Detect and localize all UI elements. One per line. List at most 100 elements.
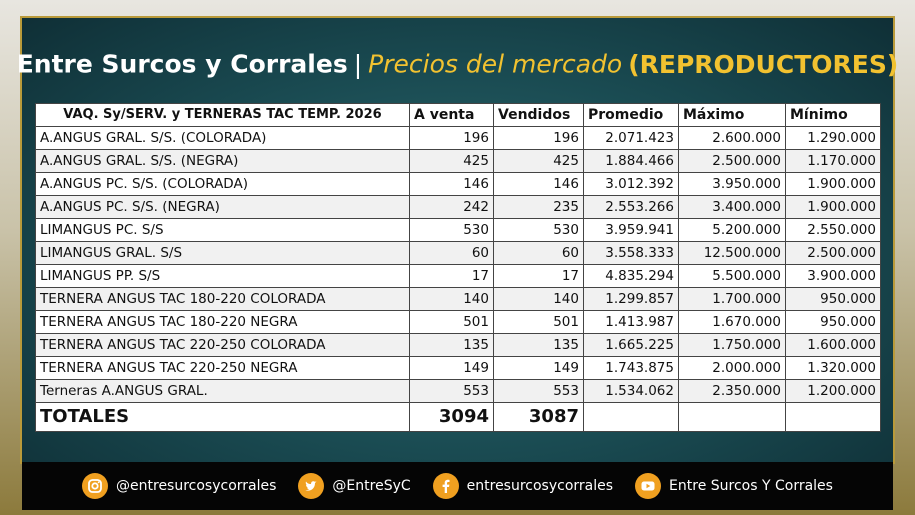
table-cell: 12.500.000 [678, 241, 786, 265]
table-cell: 17 [409, 264, 494, 288]
table-row: LIMANGUS GRAL. S/S 60 60 3.558.333 12.500.00… [35, 241, 881, 265]
table-cell: 1.200.000 [785, 379, 881, 403]
table-row: A.ANGUS PC. S/S. (COLORADA) 146 146 3.012.3… [35, 172, 881, 196]
table-cell: 530 [409, 218, 494, 242]
totals-label: TOTALES [35, 402, 410, 432]
totals-cell: 3087 [493, 402, 584, 432]
table-cell: 501 [493, 310, 584, 334]
youtube-icon [635, 473, 662, 499]
table-cell: 4.835.294 [583, 264, 679, 288]
row-label: TERNERA ANGUS TAC 180-220 COLORADA [35, 287, 410, 311]
table-cell: 3.558.333 [583, 241, 679, 265]
table-cell: 242 [409, 195, 494, 219]
empty-cell [785, 402, 881, 432]
table-body: A.ANGUS GRAL. S/S. (COLORADA) 196 196 2.071… [35, 126, 881, 432]
table-cell: 149 [493, 356, 584, 380]
table-cell: 149 [409, 356, 494, 380]
table-cell: 2.550.000 [785, 218, 881, 242]
table-cell: 3.900.000 [785, 264, 881, 288]
table-cell: 235 [493, 195, 584, 219]
table-cell: 530 [493, 218, 584, 242]
table-cell: 1.750.000 [678, 333, 786, 357]
table-cell: 135 [493, 333, 584, 357]
empty-cell [678, 402, 786, 432]
table-cell: 5.200.000 [678, 218, 786, 242]
instagram-link[interactable]: @entresurcosycorrales [82, 473, 276, 499]
table-row: A.ANGUS GRAL. S/S. (COLORADA) 196 196 2.071… [35, 126, 881, 150]
youtube-link[interactable]: Entre Surcos Y Corrales [635, 473, 833, 499]
row-label: LIMANGUS GRAL. S/S [35, 241, 410, 265]
twitter-handle: @EntreSyC [332, 478, 411, 494]
table-cell: 1.665.225 [583, 333, 679, 357]
table-cell: 17 [493, 264, 584, 288]
table-cell: 1.600.000 [785, 333, 881, 357]
row-label: LIMANGUS PC. S/S [35, 218, 410, 242]
table-cell: 1.413.987 [583, 310, 679, 334]
table-row: LIMANGUS PC. S/S 530 530 3.959.941 5.200.000… [35, 218, 881, 242]
title-main: Entre Surcos y Corrales [16, 49, 348, 79]
table-row: Terneras A.ANGUS GRAL. 553 553 1.534.062 2.3… [35, 379, 881, 403]
table-row: TERNERA ANGUS TAC 180-220 COLORADA 140 140… [35, 287, 881, 311]
facebook-link[interactable]: entresurcosycorrales [432, 473, 614, 499]
title-separator: | [353, 49, 363, 79]
row-label: TERNERA ANGUS TAC 220-250 COLORADA [35, 333, 410, 357]
price-table: VAQ. Sy/SERV. y TERNERAS TAC TEMP. 2026 A… [35, 103, 881, 432]
twitter-link[interactable]: @EntreSyC [298, 473, 411, 499]
table-cell: 140 [409, 287, 494, 311]
table-row: TERNERA ANGUS TAC 180-220 NEGRA 501 501 1.4… [35, 310, 881, 334]
table-cell: 425 [493, 149, 584, 173]
column-header: Mínimo [785, 103, 881, 127]
youtube-channel: Entre Surcos Y Corrales [669, 478, 833, 494]
row-label: A.ANGUS PC. S/S. (COLORADA) [35, 172, 410, 196]
title-tag: (REPRODUCTORES) [628, 49, 899, 79]
table-cell: 3.950.000 [678, 172, 786, 196]
footer: @entresurcosycorrales @EntreSyC entresur… [22, 462, 893, 510]
table-cell: 1.320.000 [785, 356, 881, 380]
table-cell: 1.900.000 [785, 195, 881, 219]
instagram-icon [82, 473, 109, 499]
empty-cell [583, 402, 679, 432]
row-label: A.ANGUS PC. S/S. (NEGRA) [35, 195, 410, 219]
table-cell: 196 [409, 126, 494, 150]
row-label: LIMANGUS PP. S/S [35, 264, 410, 288]
table-cell: 60 [493, 241, 584, 265]
table-cell: 3.400.000 [678, 195, 786, 219]
table-cell: 1.299.857 [583, 287, 679, 311]
table-cell: 60 [409, 241, 494, 265]
table-cell: 1.900.000 [785, 172, 881, 196]
facebook-icon [432, 473, 459, 499]
table-cell: 5.500.000 [678, 264, 786, 288]
twitter-icon [298, 473, 325, 499]
table-cell: 3.959.941 [583, 218, 679, 242]
table-cell: 1.743.875 [583, 356, 679, 380]
row-label: A.ANGUS GRAL. S/S. (NEGRA) [35, 149, 410, 173]
table-row: TERNERA ANGUS TAC 220-250 COLORADA 135 135… [35, 333, 881, 357]
table-cell: 2.500.000 [678, 149, 786, 173]
table-cell: 425 [409, 149, 494, 173]
table-cell: 2.000.000 [678, 356, 786, 380]
header-row: VAQ. Sy/SERV. y TERNERAS TAC TEMP. 2026 A… [35, 103, 881, 127]
title-subtitle: Precios del mercado [368, 49, 623, 79]
table-cell: 196 [493, 126, 584, 150]
table-cell: 3.012.392 [583, 172, 679, 196]
table-cell: 501 [409, 310, 494, 334]
table-cell: 146 [409, 172, 494, 196]
table-cell: 1.170.000 [785, 149, 881, 173]
column-header: Promedio [583, 103, 679, 127]
table-cell: 2.553.266 [583, 195, 679, 219]
table-cell: 1.884.466 [583, 149, 679, 173]
table-row: LIMANGUS PP. S/S 17 17 4.835.294 5.500.000 3.… [35, 264, 881, 288]
table-cell: 950.000 [785, 310, 881, 334]
table-cell: 553 [409, 379, 494, 403]
table-cell: 135 [409, 333, 494, 357]
table-cell: 2.350.000 [678, 379, 786, 403]
table-cell: 1.534.062 [583, 379, 679, 403]
column-header: Vendidos [493, 103, 584, 127]
table-cell: 950.000 [785, 287, 881, 311]
facebook-handle: entresurcosycorrales [466, 478, 614, 494]
table-row: A.ANGUS PC. S/S. (NEGRA) 242 235 2.553.266 3… [35, 195, 881, 219]
table-row: A.ANGUS GRAL. S/S. (NEGRA) 425 425 1.884.46… [35, 149, 881, 173]
table-cell: 1.670.000 [678, 310, 786, 334]
table-row: TERNERA ANGUS TAC 220-250 NEGRA 149 149 1.7… [35, 356, 881, 380]
